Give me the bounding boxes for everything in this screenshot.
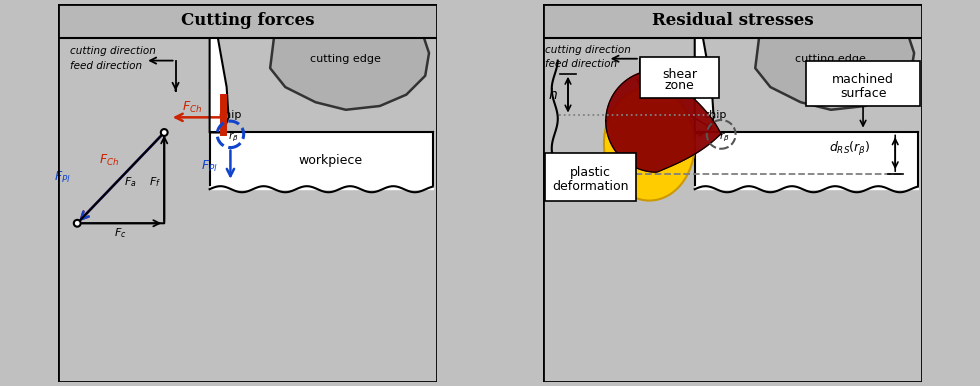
Text: deformation: deformation bbox=[553, 180, 629, 193]
Text: chip: chip bbox=[704, 110, 727, 120]
Text: machined: machined bbox=[832, 73, 894, 86]
Text: $h$: $h$ bbox=[548, 87, 558, 102]
Text: shear: shear bbox=[662, 68, 697, 81]
Text: feed direction: feed direction bbox=[70, 61, 142, 71]
Text: $F_{Ch}$: $F_{Ch}$ bbox=[99, 153, 120, 168]
Text: Residual stresses: Residual stresses bbox=[652, 12, 813, 29]
FancyBboxPatch shape bbox=[545, 153, 636, 201]
Text: $F_{Pl}$: $F_{Pl}$ bbox=[54, 170, 71, 185]
Circle shape bbox=[161, 129, 168, 136]
Text: cutting edge: cutting edge bbox=[311, 54, 381, 64]
Polygon shape bbox=[270, 6, 429, 110]
Text: $r_\beta$: $r_\beta$ bbox=[719, 131, 729, 144]
FancyBboxPatch shape bbox=[59, 4, 436, 38]
Text: surface: surface bbox=[840, 87, 886, 100]
Text: $F_{Pl}$: $F_{Pl}$ bbox=[201, 159, 219, 174]
Text: cutting edge: cutting edge bbox=[796, 54, 866, 64]
FancyBboxPatch shape bbox=[543, 4, 921, 38]
Text: feed direction: feed direction bbox=[545, 59, 617, 69]
Text: cutting direction: cutting direction bbox=[70, 46, 156, 56]
Ellipse shape bbox=[604, 87, 695, 201]
FancyBboxPatch shape bbox=[807, 61, 920, 106]
Text: zone: zone bbox=[664, 80, 695, 92]
Text: $F_c$: $F_c$ bbox=[115, 226, 127, 240]
Text: $F_{Ch}$: $F_{Ch}$ bbox=[182, 100, 203, 115]
Polygon shape bbox=[210, 8, 228, 132]
Text: chip: chip bbox=[219, 110, 242, 120]
Text: $F_f$: $F_f$ bbox=[149, 175, 161, 188]
Text: workpiece: workpiece bbox=[299, 154, 363, 168]
Polygon shape bbox=[210, 132, 433, 189]
Text: $r_\beta$: $r_\beta$ bbox=[227, 131, 238, 144]
FancyBboxPatch shape bbox=[640, 57, 719, 98]
Polygon shape bbox=[756, 6, 914, 110]
Polygon shape bbox=[606, 70, 721, 172]
Text: $d_{RS}(r_\beta)$: $d_{RS}(r_\beta)$ bbox=[829, 141, 870, 159]
Polygon shape bbox=[695, 8, 713, 132]
Text: Cutting forces: Cutting forces bbox=[180, 12, 315, 29]
Text: $F_a$: $F_a$ bbox=[123, 175, 136, 188]
Text: plastic: plastic bbox=[570, 166, 612, 179]
Text: cutting direction: cutting direction bbox=[545, 45, 631, 55]
Circle shape bbox=[74, 220, 80, 227]
Polygon shape bbox=[695, 132, 918, 189]
